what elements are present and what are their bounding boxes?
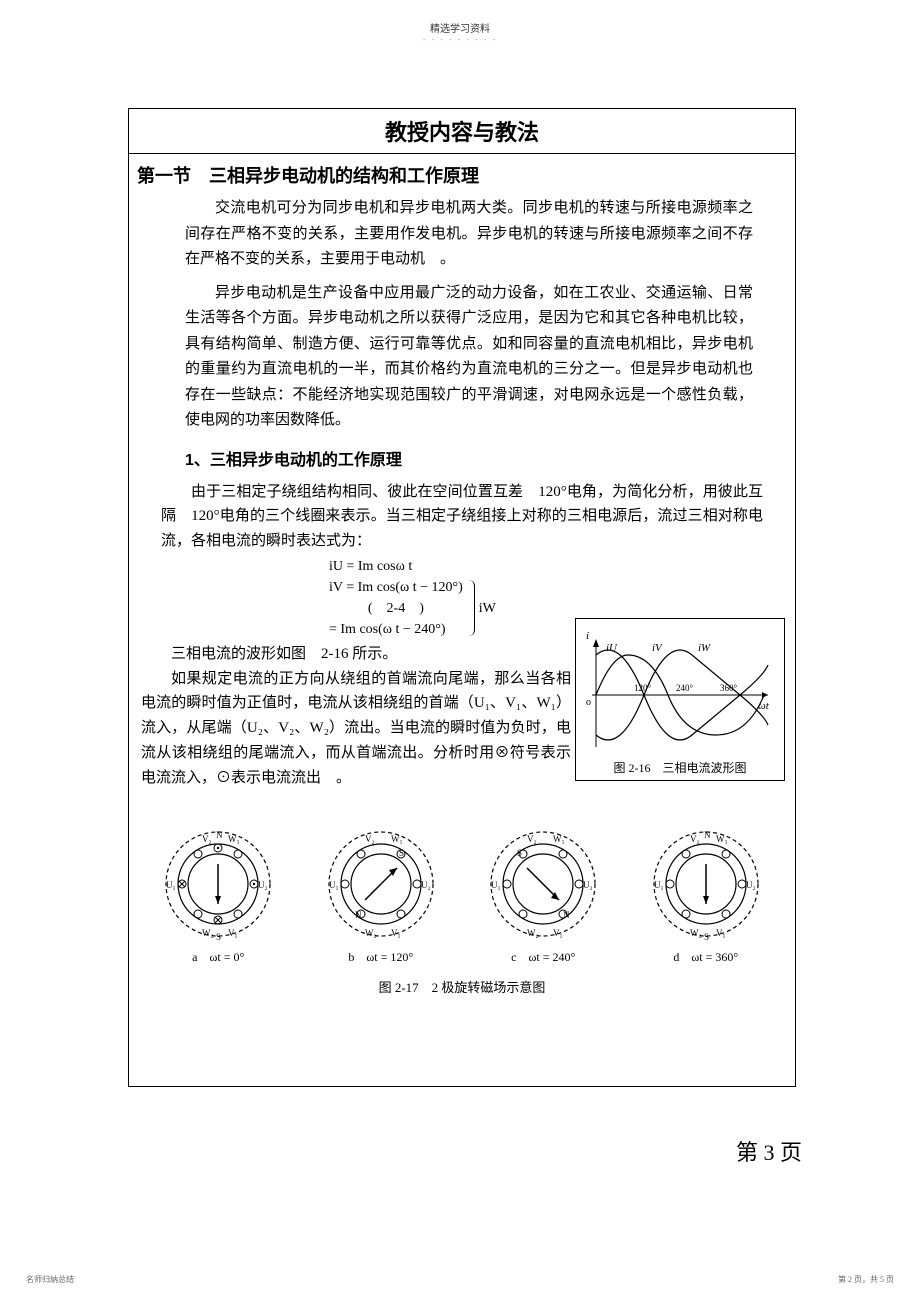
svg-text:V₂: V₂ [527, 834, 537, 844]
figure-2-17-row: V₂NW₁ U₁U₂ W₂SV₁ a ωt = 0° V₂W₁ U₁U₂ [129, 810, 795, 971]
footer-right: 第 2 页，共 5 页 [838, 1274, 894, 1285]
page-number: 第 3 页 [736, 1135, 802, 1167]
svg-text:o: o [586, 697, 591, 708]
fig-b-label: b ωt = 120° [321, 948, 441, 965]
svg-text:S: S [216, 932, 221, 942]
fig-c-label: c ωt = 240° [483, 948, 603, 965]
content-box: 教授内容与教法 第一节 三相异步电动机的结构和工作原理 交流电机可分为同步电机和… [128, 108, 796, 1087]
svg-text:240°: 240° [676, 683, 694, 693]
svg-text:U₂: U₂ [421, 880, 431, 890]
equation-num: ( 2-4 ) [329, 598, 463, 619]
svg-text:U₂: U₂ [258, 880, 268, 890]
paragraph-3: 由于三相定子绕组结构相同、彼此在空间位置互差 120°电角，为简化分析，用彼此互… [129, 478, 795, 556]
sub-heading-1: 1、三相异步电动机的工作原理 [129, 438, 795, 478]
figure-2-17-a: V₂ N W₁ U₁ U₂ W₂S V₁ a ωt = 0° [158, 824, 278, 965]
svg-text:S: S [704, 932, 709, 942]
page-header-dots: - - - - - - - - - [0, 35, 920, 44]
svg-text:W₂: W₂ [690, 928, 702, 938]
paragraph-2: 异步电动机是生产设备中应用最广泛的动力设备，如在工农业、交通运输、日常生活等各个… [129, 277, 795, 438]
section-title: 第一节 三相异步电动机的结构和工作原理 [129, 154, 795, 192]
svg-text:U₁: U₁ [166, 880, 176, 890]
svg-text:W₂: W₂ [527, 928, 539, 938]
equation-iw: iW [479, 598, 496, 619]
fig-d-label: d ωt = 360° [646, 948, 766, 965]
figure-2-17-b: V₂W₁ U₁U₂ W₂V₁ SN b ωt = 120° [321, 824, 441, 965]
equation-2: iV = Im cos(ω t − 120°) [329, 577, 463, 598]
svg-text:120°: 120° [634, 683, 652, 693]
paragraph-4b: 如果规定电流的正方向从绕组的首端流向尾端，那么当各相电流的瞬时值为正值时，电流从… [141, 667, 571, 791]
equation-4: = Im cos(ω t − 240°) [329, 619, 463, 640]
waveform-svg: i iU iV iW o 120° 240° 360° ωt [582, 625, 778, 755]
figure-2-16: i iU iV iW o 120° 240° 360° ωt 图 2-16 三相… [575, 618, 785, 781]
svg-text:U₁: U₁ [654, 880, 664, 890]
svg-text:V₁: V₁ [228, 928, 238, 938]
svg-text:S: S [399, 848, 404, 858]
svg-text:U₁: U₁ [329, 880, 339, 890]
svg-text:V₁: V₁ [391, 928, 401, 938]
paragraph-1: 交流电机可分为同步电机和异步电机两大类。同步电机的转速与所接电源频率之间存在严格… [129, 192, 795, 277]
figure-2-16-caption: 图 2-16 三相电流波形图 [582, 759, 778, 776]
label-iv: iV [652, 642, 663, 654]
svg-text:W₁: W₁ [228, 834, 240, 844]
wrap-section: 三相电流的波形如图 2-16 所示。 如果规定电流的正方向从绕组的首端流向尾端，… [129, 640, 795, 810]
paragraph-4a: 三相电流的波形如图 2-16 所示。 [141, 642, 571, 667]
footer-left: 名师归纳总结 [26, 1274, 74, 1285]
equation-1: iU = Im cosω t [329, 556, 795, 577]
figure-2-17-caption: 图 2-17 2 极旋转磁场示意图 [129, 971, 795, 1086]
brace-icon [469, 580, 475, 636]
figure-2-17-d: V₂ N W₁ U₁ U₂ W₂S V₁ d ωt = 360° [646, 824, 766, 965]
svg-text:W₁: W₁ [716, 834, 728, 844]
svg-text:V₂: V₂ [202, 834, 212, 844]
label-iw: iW [698, 642, 711, 654]
svg-text:V₁: V₁ [716, 928, 726, 938]
main-title: 教授内容与教法 [129, 109, 795, 154]
svg-text:V₁: V₁ [553, 928, 563, 938]
svg-text:W₂: W₂ [202, 928, 214, 938]
svg-text:N: N [704, 830, 711, 840]
svg-text:W₂: W₂ [365, 928, 377, 938]
svg-text:U₂: U₂ [746, 880, 756, 890]
fig-a-label: a ωt = 0° [158, 948, 278, 965]
svg-text:V₂: V₂ [690, 834, 700, 844]
svg-text:W₁: W₁ [391, 834, 403, 844]
svg-text:U₂: U₂ [583, 880, 593, 890]
svg-text:N: N [216, 830, 223, 840]
page-header-small: 精选学习资料 [0, 0, 920, 35]
svg-text:i: i [586, 630, 589, 642]
svg-text:W₁: W₁ [553, 834, 565, 844]
svg-text:U₁: U₁ [491, 880, 501, 890]
svg-text:ωt: ωt [758, 700, 770, 712]
svg-text:V₂: V₂ [365, 834, 375, 844]
svg-text:360°: 360° [720, 683, 738, 693]
figure-2-17-c: V₂W₁ U₁U₂ W₂V₁ SN c ωt = 240° [483, 824, 603, 965]
